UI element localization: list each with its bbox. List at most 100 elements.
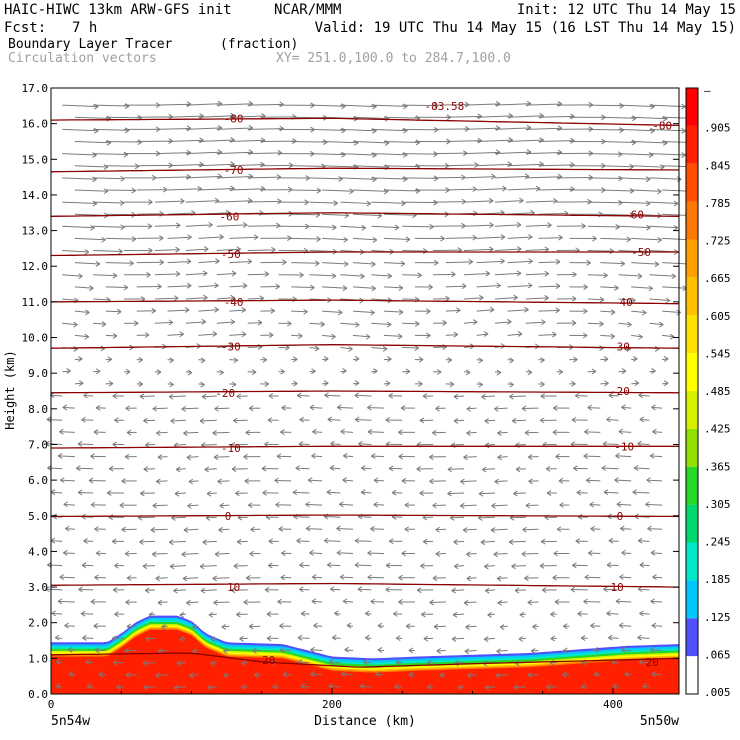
wind-vector — [484, 418, 495, 424]
plot-frame — [50, 87, 680, 695]
wind-vector — [74, 139, 112, 146]
wind-vector — [465, 624, 477, 630]
wind-vector — [93, 175, 125, 182]
wind-vector — [499, 624, 508, 630]
valid-time: Valid: 19 UTC Thu 14 May 15 (16 LST Thu … — [315, 20, 736, 36]
wind-vector — [298, 440, 310, 447]
wind-vector — [124, 102, 161, 109]
wind-vector — [136, 162, 173, 169]
wind-vector — [556, 150, 594, 157]
wind-vector — [637, 537, 650, 544]
wind-vector — [649, 321, 664, 328]
wind-vector — [247, 246, 276, 253]
wind-vector — [569, 138, 606, 145]
wind-vector — [525, 222, 552, 229]
wind-vector — [309, 103, 346, 110]
wind-vector — [353, 333, 371, 340]
wind-vector — [81, 416, 94, 423]
wind-vector — [124, 126, 161, 133]
wind-vector — [216, 100, 254, 107]
wind-vector — [414, 235, 445, 242]
wind-vector — [569, 259, 591, 266]
colorbar-label: .245 — [704, 536, 731, 549]
wind-vector — [105, 284, 129, 291]
wind-vector — [494, 478, 508, 485]
wind-vector — [94, 574, 106, 581]
wind-vector — [464, 648, 477, 655]
wind-vector — [154, 125, 192, 132]
wind-vector — [322, 333, 336, 340]
wind-vector — [487, 612, 496, 618]
wind-vector — [439, 672, 446, 679]
wind-vector — [154, 198, 185, 205]
wind-vector — [90, 501, 106, 508]
wind-vector — [371, 200, 406, 207]
wind-vector — [112, 393, 125, 399]
wind-vector — [662, 285, 687, 292]
wind-vector — [157, 454, 168, 461]
wind-vector — [124, 199, 153, 206]
wind-vector — [291, 333, 303, 339]
wind-vector — [612, 683, 619, 690]
wind-vector — [540, 393, 557, 400]
colorbar-swatch — [686, 542, 698, 581]
wind-vector — [245, 429, 261, 436]
wind-vector — [264, 586, 279, 593]
wind-vector — [433, 319, 447, 326]
wind-vector — [402, 320, 420, 327]
wind-vector — [108, 514, 125, 521]
wind-vector — [539, 562, 557, 569]
wind-vector — [401, 550, 415, 557]
wind-vector — [587, 248, 615, 255]
wind-vector — [168, 393, 186, 400]
wind-vector — [156, 478, 168, 485]
wind-vector — [93, 623, 106, 629]
colorbar-label: .005 — [704, 686, 731, 699]
wind-vector — [243, 599, 261, 606]
wind-vector — [309, 151, 346, 158]
colorbar: – .905 .845 .785 .725 .665 .605 .545 .485 .425 .36… — [685, 84, 731, 699]
isotherm-label: 0 — [225, 510, 232, 523]
wind-vector — [371, 345, 388, 352]
wind-vector — [484, 563, 495, 570]
wind-vector — [588, 550, 601, 556]
wind-vector — [365, 634, 372, 641]
wind-vector — [507, 282, 533, 289]
wind-vector — [300, 683, 310, 690]
wind-vector — [247, 125, 284, 132]
wind-vector — [600, 260, 626, 267]
wind-vector — [436, 648, 446, 654]
wind-vector — [575, 392, 588, 399]
wind-vector — [95, 550, 106, 557]
wind-vector — [652, 574, 663, 581]
wind-vector — [445, 161, 479, 168]
isotherm-label: -20 — [215, 387, 235, 400]
wind-vector — [555, 453, 570, 460]
wind-vector — [154, 222, 181, 229]
wind-vector — [615, 598, 632, 605]
wind-vector — [50, 392, 63, 399]
wind-vector — [229, 137, 266, 144]
wind-vector — [527, 599, 539, 606]
wind-vector — [651, 671, 663, 677]
y-tick-label: 17.0 — [22, 82, 49, 95]
colorbar-swatch — [686, 428, 698, 467]
wind-vector — [514, 587, 526, 594]
wind-vector — [618, 297, 636, 304]
wind-vector — [62, 321, 78, 328]
wind-vector — [606, 562, 619, 568]
wind-vector — [186, 454, 199, 461]
wind-vector — [145, 442, 155, 448]
wind-vector — [236, 538, 248, 545]
wind-vector — [463, 599, 477, 606]
wind-vector — [507, 306, 529, 313]
wind-vector — [552, 429, 570, 436]
wind-vector — [105, 380, 114, 387]
wind-vector — [352, 355, 360, 362]
wind-vector — [618, 368, 627, 374]
wind-vector — [136, 307, 157, 314]
wind-vector — [85, 659, 94, 666]
wind-vector — [558, 477, 570, 484]
wind-vector — [310, 671, 323, 677]
wind-vector — [93, 321, 107, 328]
